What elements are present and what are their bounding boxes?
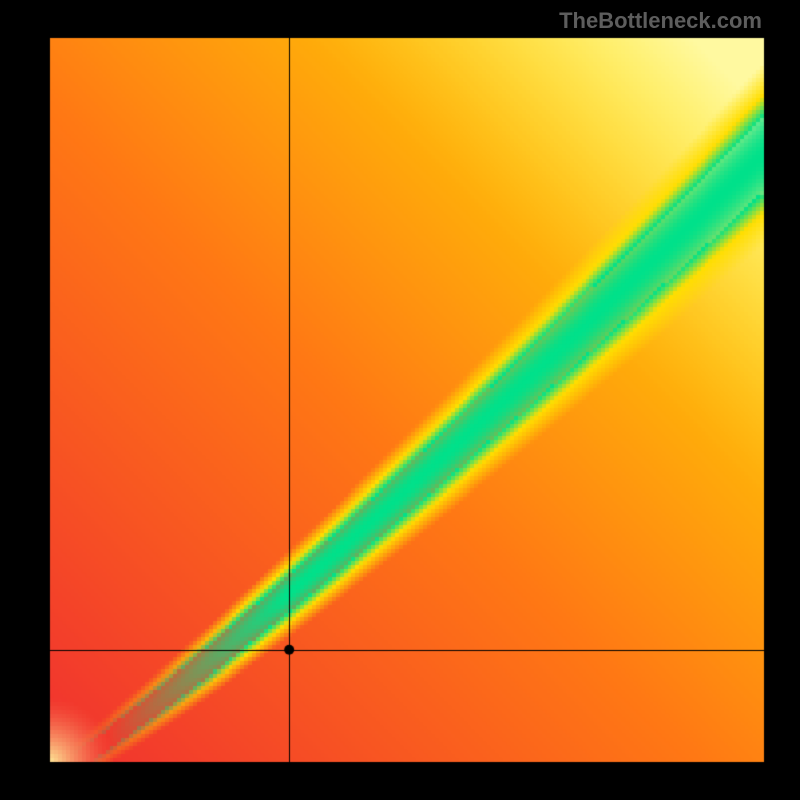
chart-container: TheBottleneck.com: [0, 0, 800, 800]
watermark-label: TheBottleneck.com: [559, 8, 762, 34]
heatmap-chart: [0, 0, 800, 800]
